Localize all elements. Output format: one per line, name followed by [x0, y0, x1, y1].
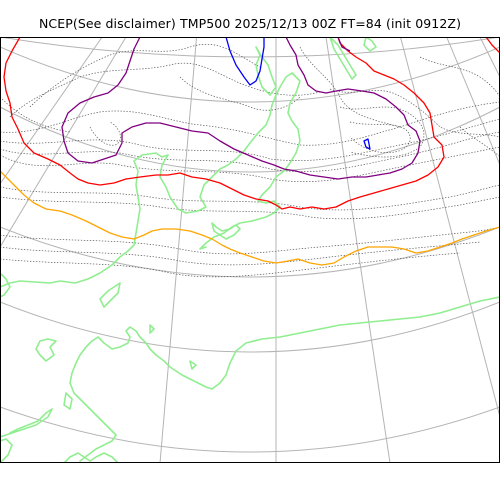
coastline: [329, 37, 357, 80]
graticule: [0, 37, 500, 463]
coastline: [149, 324, 155, 334]
coastline: [35, 338, 57, 362]
contour-red: [3, 37, 445, 210]
contour-blue: [225, 37, 265, 86]
meridian-line: [159, 37, 198, 463]
coastline: [255, 46, 277, 96]
latitude-arc: [0, 301, 500, 353]
meridian-line: [446, 37, 500, 167]
meridian-line: [0, 37, 127, 248]
contour-purple: [337, 37, 351, 52]
latitude-arc: [0, 46, 500, 103]
meridian-line: [325, 37, 391, 463]
meridian-line: [0, 37, 103, 185]
coastline: [63, 452, 119, 463]
contour-blue: [363, 138, 371, 150]
meridian-line: [399, 37, 500, 418]
map-title: NCEP(See disclaimer) TMP500 2025/12/13 0…: [38, 16, 462, 31]
temperature-contours: [0, 37, 500, 266]
coastline: [0, 72, 301, 288]
coastline: [0, 408, 53, 438]
contour-red: [485, 37, 500, 54]
coastline: [63, 392, 73, 410]
latitude-arc: [0, 106, 500, 173]
latitude-arc: [0, 226, 500, 278]
contour-orange: [0, 170, 500, 266]
map-frame: [0, 37, 500, 463]
latitude-arc: [0, 37, 500, 58]
height-contours: [0, 43, 500, 278]
coastline: [99, 282, 121, 308]
contour-purple: [61, 37, 421, 180]
map-border: [0, 37, 500, 463]
weather-map: [0, 37, 500, 463]
coastline: [363, 37, 377, 52]
coastline: [0, 438, 13, 463]
coastline: [69, 296, 500, 462]
coastline: [189, 360, 197, 370]
coastline: [0, 272, 11, 298]
latitude-arc: [0, 406, 500, 453]
coastlines: [0, 37, 500, 463]
coastline: [211, 222, 241, 240]
